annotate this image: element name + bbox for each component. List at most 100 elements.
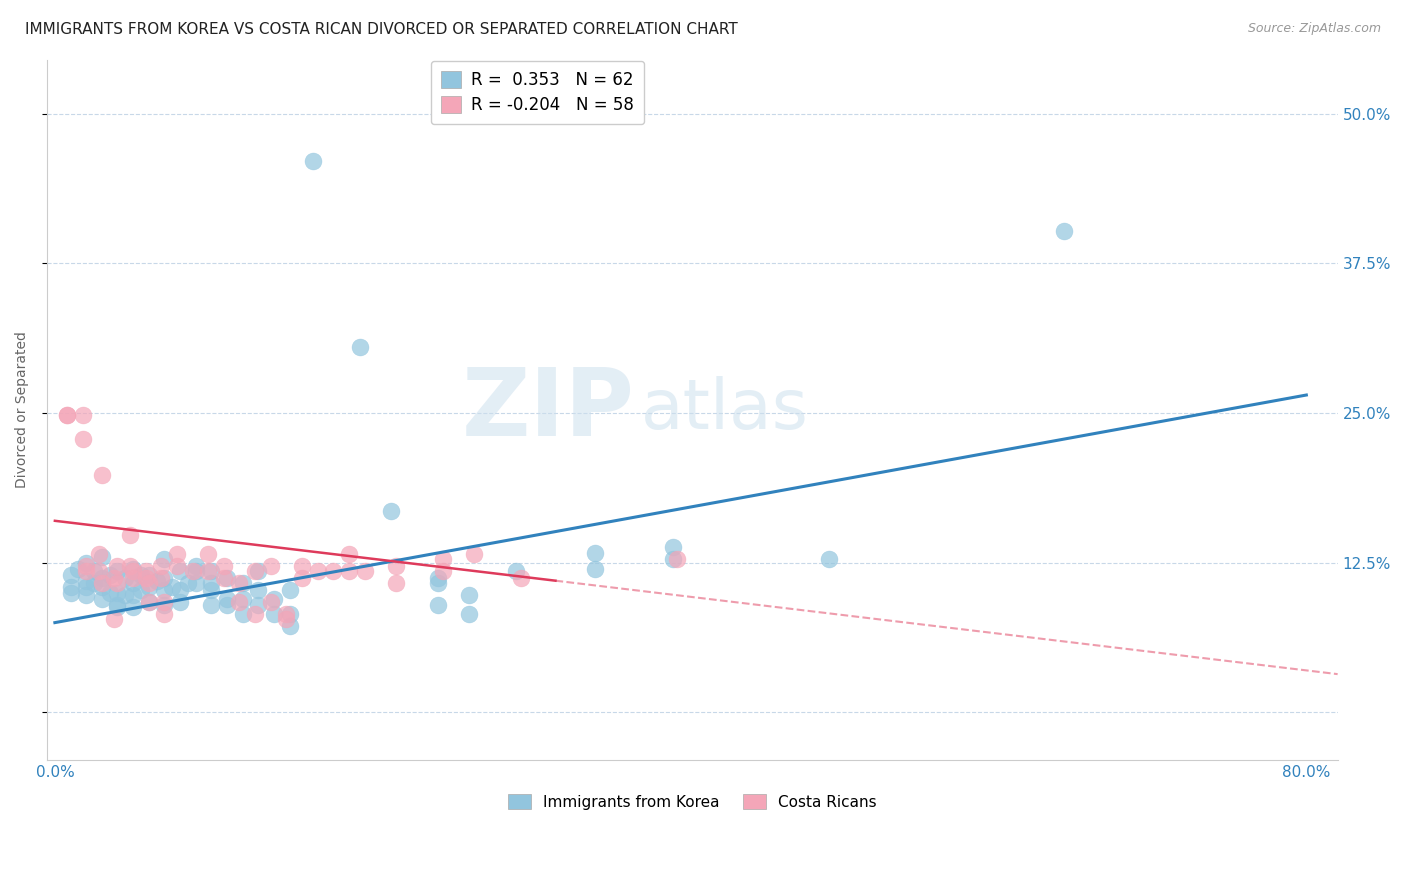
Point (184, 559, 207, 574)
Point (56, 409, 79, 423)
Point (432, 552, 454, 566)
Point (505, 564, 527, 578)
Point (1053, 224, 1076, 238)
Point (122, 564, 145, 578)
Point (153, 552, 176, 566)
Point (385, 559, 408, 574)
Point (129, 567, 152, 582)
Point (291, 571, 314, 585)
Point (427, 576, 450, 591)
Point (153, 583, 176, 598)
Point (114, 571, 136, 585)
Point (122, 571, 145, 585)
Point (129, 583, 152, 598)
Point (75, 580, 97, 594)
Point (247, 564, 270, 578)
Point (291, 559, 314, 574)
Point (197, 564, 219, 578)
Point (215, 571, 238, 585)
Point (145, 574, 167, 588)
Point (107, 559, 129, 574)
Point (59, 585, 82, 599)
Point (72, 409, 94, 423)
Point (103, 571, 125, 585)
Point (276, 612, 298, 626)
Point (181, 564, 204, 578)
Point (243, 564, 266, 578)
Point (228, 576, 250, 591)
Point (138, 595, 160, 609)
Point (107, 576, 129, 591)
Point (432, 564, 454, 578)
Point (232, 607, 254, 622)
Point (138, 567, 160, 582)
Point (197, 547, 219, 561)
Point (90, 580, 112, 594)
Point (138, 595, 160, 609)
Point (83, 576, 105, 591)
Point (215, 591, 238, 606)
Point (153, 607, 176, 622)
Point (90, 571, 112, 585)
Point (662, 552, 685, 566)
Point (583, 546, 606, 560)
Point (666, 552, 689, 566)
Point (200, 598, 222, 612)
Point (107, 564, 129, 578)
Point (107, 585, 129, 599)
Point (818, 552, 841, 566)
Point (75, 564, 97, 578)
Point (463, 547, 485, 561)
Point (322, 564, 344, 578)
Point (135, 564, 157, 578)
Point (228, 595, 250, 609)
Point (458, 607, 481, 622)
Point (278, 583, 301, 598)
Point (90, 576, 112, 591)
Point (103, 612, 125, 626)
Point (212, 559, 235, 574)
Point (510, 571, 533, 585)
Point (232, 591, 254, 606)
Point (98, 567, 121, 582)
Point (107, 598, 129, 612)
Point (302, 154, 325, 169)
Point (56, 409, 79, 423)
Point (75, 588, 97, 602)
Point (215, 598, 238, 612)
Point (72, 433, 94, 447)
Point (122, 576, 145, 591)
Y-axis label: Divorced or Separated: Divorced or Separated (15, 332, 30, 489)
Point (278, 619, 301, 633)
Point (353, 564, 375, 578)
Point (87, 564, 110, 578)
Point (177, 576, 200, 591)
Point (150, 559, 173, 574)
Point (153, 571, 176, 585)
Point (458, 588, 481, 602)
Point (260, 559, 283, 574)
Point (184, 576, 207, 591)
Point (59, 580, 82, 594)
Point (247, 583, 270, 598)
Point (166, 559, 188, 574)
Legend: Immigrants from Korea, Costa Ricans: Immigrants from Korea, Costa Ricans (502, 788, 883, 816)
Point (75, 556, 97, 570)
Point (67, 562, 90, 576)
Point (138, 580, 160, 594)
Point (200, 576, 222, 591)
Point (160, 580, 183, 594)
Point (153, 598, 176, 612)
Point (122, 562, 145, 576)
Point (75, 574, 97, 588)
Point (138, 576, 160, 591)
Point (263, 607, 285, 622)
Point (153, 595, 176, 609)
Point (87, 547, 110, 561)
Point (200, 564, 222, 578)
Point (169, 583, 191, 598)
Point (169, 564, 191, 578)
Point (232, 576, 254, 591)
Point (184, 564, 207, 578)
Point (337, 547, 360, 561)
